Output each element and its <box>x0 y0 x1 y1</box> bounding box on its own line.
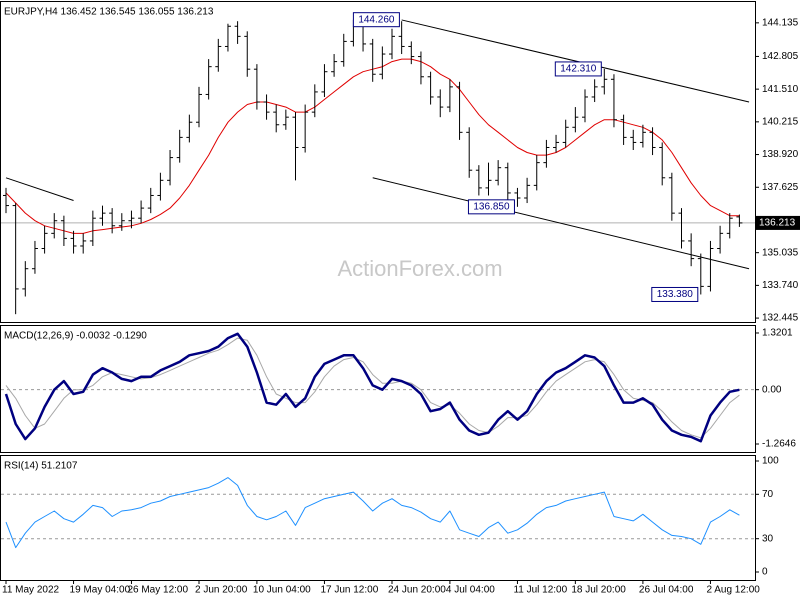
x-tick-label: 10 Jun 04:00 <box>253 585 311 596</box>
y-tick-label: 30 <box>762 533 774 544</box>
x-tick-label: 19 May 04:00 <box>70 585 131 596</box>
y-tick-label: -1.2646 <box>762 439 796 450</box>
y-tick-label: 141.510 <box>762 84 799 95</box>
last-price-box <box>755 215 800 230</box>
last-price-label: 136.213 <box>759 218 796 229</box>
panel-title: EURJPY,H4 136.452 136.545 136.055 136.21… <box>4 7 214 18</box>
y-tick-label: 140.215 <box>762 116 799 127</box>
x-tick-label: 2 Aug 12:00 <box>706 585 760 596</box>
y-tick-label: 1.3201 <box>762 328 793 339</box>
x-tick-label: 26 May 12:00 <box>127 585 188 596</box>
y-tick-label: 0 <box>762 567 768 578</box>
annotation-label: 133.380 <box>657 289 694 300</box>
y-tick-label: 137.625 <box>762 182 799 193</box>
indicator-line <box>4 332 740 443</box>
indicator-line <box>5 477 740 549</box>
y-tick-label: 133.740 <box>762 280 799 291</box>
x-tick-label: 24 Jun 20:00 <box>388 585 446 596</box>
panel-title: RSI(14) 51.2107 <box>4 461 78 472</box>
annotation-box <box>352 12 400 28</box>
watermark: ActionForex.com <box>337 256 502 281</box>
annotation-label: 142.310 <box>560 64 597 75</box>
panel-title: MACD(12,26,9) -0.0032 -0.1290 <box>4 331 147 342</box>
x-tick-label: 11 May 2022 <box>2 585 60 596</box>
y-tick-label: 144.135 <box>762 17 799 28</box>
trendline <box>372 177 750 270</box>
trendline <box>5 177 74 201</box>
y-tick-label: 138.920 <box>762 149 799 160</box>
panel-frame <box>0 455 756 581</box>
annotation-label: 144.260 <box>358 14 395 25</box>
panel-frame <box>0 325 756 453</box>
y-tick-label: 135.035 <box>762 247 799 258</box>
annotation-box <box>651 286 699 302</box>
y-tick-label: 100 <box>762 456 779 467</box>
y-tick-label: 142.805 <box>762 51 799 62</box>
panel-frame <box>0 1 756 323</box>
x-tick-label: 26 Jul 04:00 <box>639 585 694 596</box>
indicator-line <box>5 337 740 439</box>
x-tick-label: 4 Jul 04:00 <box>446 585 495 596</box>
y-tick-label: 70 <box>762 489 774 500</box>
trendline <box>401 19 750 103</box>
annotation-label: 136.850 <box>473 201 510 212</box>
x-tick-label: 11 Jul 12:00 <box>513 585 567 596</box>
annotation-box <box>554 61 602 77</box>
annotation-box <box>467 199 515 215</box>
x-tick-label: 2 Jun 20:00 <box>195 585 248 596</box>
y-tick-label: 0.00 <box>762 384 782 395</box>
y-tick-label: 132.445 <box>762 313 799 324</box>
x-tick-label: 18 Jul 20:00 <box>571 585 626 596</box>
x-tick-label: 17 Jun 12:00 <box>320 585 378 596</box>
